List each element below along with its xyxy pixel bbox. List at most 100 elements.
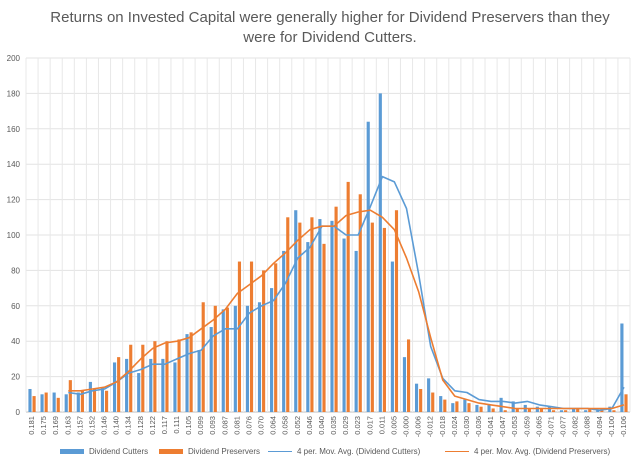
- x-tick-label: -0.088: [583, 416, 592, 437]
- legend-swatch-dividend-cutters: [60, 449, 84, 455]
- bar-dividend-preservers: [443, 399, 447, 412]
- bar-dividend-cutters: [620, 323, 624, 412]
- legend-item-mavg-cutters: 4 per. Mov. Avg. (Dividend Cutters): [268, 447, 420, 456]
- bar-dividend-cutters: [330, 220, 334, 412]
- bar-dividend-cutters: [584, 410, 588, 412]
- bar-dividend-preservers: [201, 302, 205, 412]
- x-tick-label: -0.059: [522, 416, 531, 437]
- x-tick-label: 0.152: [87, 416, 96, 435]
- x-tick-label: -0.065: [534, 416, 543, 437]
- bar-dividend-preservers: [189, 332, 193, 412]
- bar-dividend-cutters: [559, 410, 564, 412]
- bar-dividend-preservers: [310, 217, 314, 412]
- bar-dividend-cutters: [28, 388, 32, 412]
- bar-dividend-preservers: [322, 243, 326, 412]
- bar-dividend-preservers: [274, 263, 278, 412]
- x-tick-label: -0.106: [619, 416, 628, 437]
- x-tick-label: -0.018: [438, 416, 447, 437]
- bar-dividend-cutters: [487, 404, 491, 412]
- x-tick-label: -0.077: [559, 416, 568, 437]
- x-tick-label: 0.146: [100, 416, 109, 435]
- bar-dividend-preservers: [117, 357, 121, 412]
- bar-dividend-preservers: [382, 227, 386, 412]
- x-tick-label: 0.117: [160, 416, 169, 434]
- bar-dividend-cutters: [76, 392, 80, 412]
- x-tick-label: -0.000: [402, 416, 411, 437]
- line-mavg-dividend-preservers: [68, 209, 625, 410]
- bar-dividend-preservers: [286, 217, 290, 412]
- y-tick-label: 140: [7, 160, 21, 169]
- x-tick-label: 0.070: [257, 416, 266, 435]
- x-tick-label: 0.052: [293, 416, 302, 435]
- chart-title-line2: were for Dividend Cutters.: [243, 29, 417, 46]
- chart-title: Returns on Invested Capital were general…: [40, 8, 620, 48]
- x-tick-label: 0.157: [75, 416, 84, 435]
- x-tick-label: -0.030: [462, 416, 471, 437]
- bar-dividend-cutters: [173, 362, 177, 412]
- x-tick-label: 0.058: [281, 416, 290, 435]
- x-tick-label: 0.181: [27, 416, 36, 435]
- bar-dividend-preservers: [56, 397, 60, 412]
- x-tick-label: 0.017: [365, 416, 374, 435]
- bar-dividend-cutters: [100, 387, 105, 412]
- y-tick-label: 80: [11, 266, 20, 275]
- bar-dividend-cutters: [439, 396, 443, 412]
- bar-dividend-cutters: [535, 406, 539, 412]
- bar-dividend-preservers: [213, 305, 217, 412]
- bar-dividend-cutters: [342, 238, 346, 412]
- bar-dividend-preservers: [334, 206, 338, 412]
- x-tick-label: -0.071: [546, 416, 555, 437]
- bar-dividend-preservers: [141, 344, 145, 412]
- x-tick-label: -0.094: [595, 416, 604, 437]
- bar-dividend-cutters: [318, 219, 322, 412]
- bar-dividend-preservers: [467, 403, 471, 412]
- legend-item-mavg-preservers: 4 per. Mov. Avg. (Dividend Preservers): [445, 447, 610, 456]
- bar-dividend-cutters: [88, 381, 92, 412]
- x-tick-label: 0.035: [329, 416, 338, 435]
- bar-dividend-preservers: [165, 341, 169, 412]
- legend-line-mavg-cutters: [268, 451, 292, 453]
- bar-dividend-preservers: [153, 341, 157, 412]
- bar-dividend-cutters: [185, 334, 189, 412]
- bar-dividend-preservers: [394, 210, 399, 412]
- x-tick-label: 0.087: [220, 416, 229, 435]
- y-tick-label: 120: [7, 196, 21, 205]
- bar-dividend-cutters: [233, 305, 237, 412]
- bar-dividend-preservers: [479, 406, 483, 412]
- bar-dividend-cutters: [245, 305, 249, 412]
- bar-dividend-preservers: [503, 410, 507, 412]
- legend-label-mavg-preservers: 4 per. Mov. Avg. (Dividend Preservers): [474, 447, 611, 456]
- bar-dividend-cutters: [161, 358, 165, 412]
- bar-dividend-preservers: [68, 380, 72, 412]
- bar-dividend-cutters: [112, 362, 117, 412]
- x-tick-label: -0.024: [450, 416, 459, 437]
- bar-dividend-cutters: [427, 378, 431, 412]
- legend-label-mavg-cutters: 4 per. Mov. Avg. (Dividend Cutters): [297, 447, 421, 456]
- x-tick-label: 0.122: [148, 416, 157, 435]
- bar-dividend-cutters: [547, 406, 551, 412]
- bar-dividend-cutters: [354, 250, 358, 412]
- bar-dividend-cutters: [596, 410, 600, 412]
- bar-dividend-preservers: [419, 388, 423, 412]
- bar-dividend-cutters: [149, 358, 153, 412]
- bar-dividend-cutters: [270, 288, 274, 412]
- bar-dividend-preservers: [624, 394, 628, 412]
- bar-dividend-cutters: [197, 350, 201, 412]
- x-tick-label: 0.040: [317, 416, 326, 435]
- legend-label-dividend-cutters: Dividend Cutters: [89, 447, 149, 456]
- y-tick-label: 100: [7, 231, 21, 240]
- x-tick-label: 0.175: [39, 416, 48, 435]
- bar-dividend-cutters: [125, 358, 129, 412]
- bar-dividend-preservers: [80, 390, 84, 412]
- bar-dividend-preservers: [455, 401, 459, 412]
- bar-dividend-preservers: [249, 261, 254, 412]
- chart-title-line1: Returns on Invested Capital were general…: [50, 9, 610, 26]
- bar-dividend-cutters: [221, 309, 225, 412]
- x-tick-label: 0.169: [51, 416, 60, 435]
- bar-dividend-cutters: [64, 394, 68, 412]
- bar-dividend-preservers: [225, 307, 229, 412]
- bar-dividend-cutters: [414, 383, 419, 412]
- bar-dividend-preservers: [177, 339, 181, 412]
- bar-dividend-preservers: [564, 410, 568, 412]
